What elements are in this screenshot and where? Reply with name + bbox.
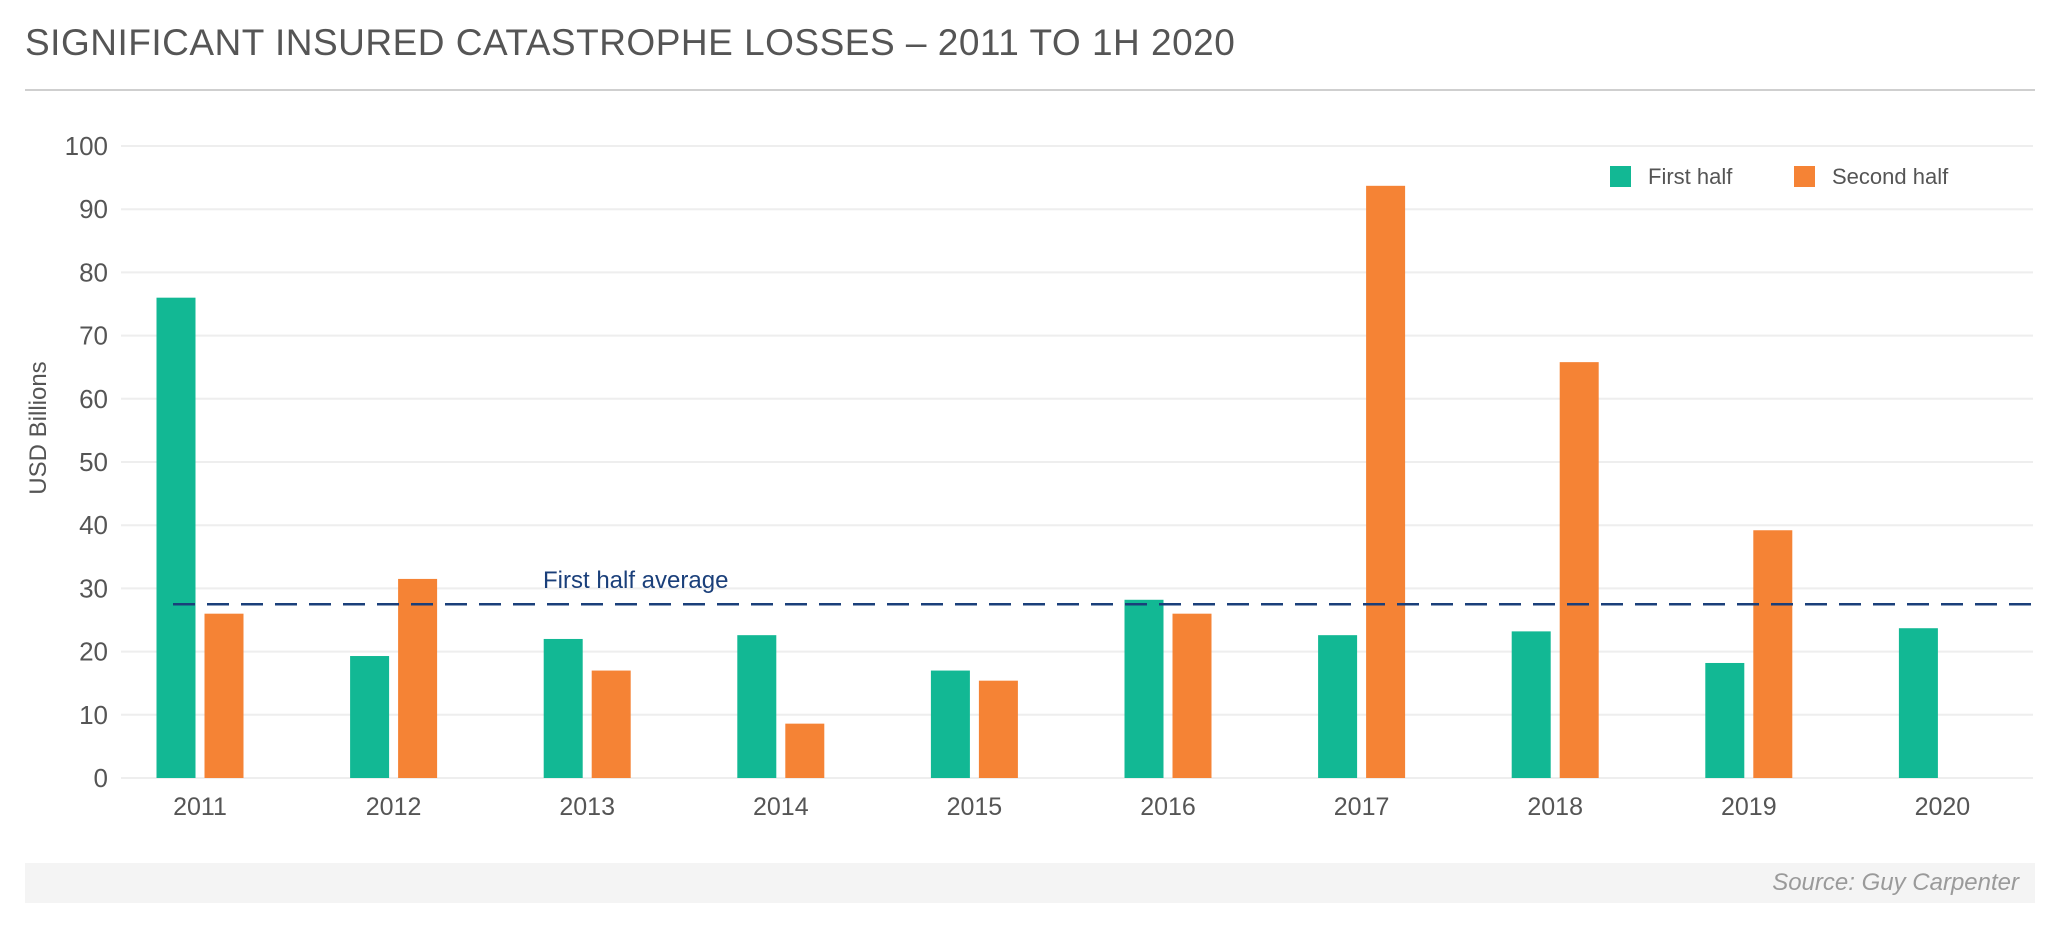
x-tick-label: 2011 bbox=[173, 793, 227, 821]
y-tick-label: 70 bbox=[79, 321, 108, 351]
source-note: Source: Guy Carpenter bbox=[1772, 869, 2019, 896]
x-tick-label: 2019 bbox=[1721, 793, 1777, 821]
x-tick-label: 2016 bbox=[1140, 793, 1196, 821]
legend-swatch-second-half bbox=[1794, 166, 1815, 187]
y-tick-label: 90 bbox=[79, 194, 108, 224]
bar-second-half bbox=[204, 613, 244, 778]
y-axis-label: USD Billions bbox=[25, 361, 52, 494]
bar-first-half bbox=[156, 297, 196, 778]
x-tick-label: 2015 bbox=[947, 793, 1003, 821]
x-tick-label: 2017 bbox=[1334, 793, 1390, 821]
chart-title: SIGNIFICANT INSURED CATASTROPHE LOSSES –… bbox=[25, 22, 1236, 63]
average-line-label: First half average bbox=[543, 567, 728, 594]
title-divider bbox=[25, 89, 2035, 91]
bar-second-half bbox=[785, 723, 825, 778]
y-tick-label: 30 bbox=[79, 573, 108, 603]
bar-first-half bbox=[350, 656, 390, 778]
y-tick-label: 50 bbox=[79, 447, 108, 477]
x-tick-label: 2018 bbox=[1527, 793, 1583, 821]
y-tick-label: 0 bbox=[94, 763, 108, 793]
bar-first-half bbox=[1124, 599, 1164, 778]
legend-label: Second half bbox=[1832, 164, 1949, 189]
y-tick-label: 20 bbox=[79, 637, 108, 667]
footer-band: Source: Guy Carpenter bbox=[25, 863, 2035, 903]
bar-first-half bbox=[930, 670, 970, 778]
x-tick-label: 2014 bbox=[753, 793, 809, 821]
bar-second-half bbox=[398, 578, 438, 778]
x-tick-label: 2012 bbox=[366, 793, 422, 821]
legend-swatch-first-half bbox=[1610, 166, 1631, 187]
x-tick-label: 2020 bbox=[1915, 793, 1971, 821]
bar-second-half bbox=[591, 670, 631, 778]
bar-first-half bbox=[737, 635, 777, 778]
bar-first-half bbox=[1898, 628, 1938, 778]
bar-first-half bbox=[1318, 635, 1358, 778]
y-tick-label: 100 bbox=[65, 131, 108, 161]
bar-second-half bbox=[1559, 362, 1599, 778]
bar-chart: 0 10 20 30 40 50 60 70 80 90 100 USD Billions 2011 20… bbox=[25, 131, 2033, 821]
y-tick-label: 60 bbox=[79, 384, 108, 414]
x-tick-label: 2013 bbox=[559, 793, 615, 821]
bar-first-half bbox=[543, 638, 583, 778]
y-tick-label: 40 bbox=[79, 510, 108, 540]
bar-second-half bbox=[978, 680, 1018, 778]
y-tick-label: 10 bbox=[79, 700, 108, 730]
bar-second-half bbox=[1172, 613, 1212, 778]
bar-second-half bbox=[1366, 185, 1406, 779]
bar-first-half bbox=[1511, 631, 1551, 778]
legend-label: First half bbox=[1648, 164, 1733, 189]
bar-second-half bbox=[1753, 530, 1793, 778]
y-tick-label: 80 bbox=[79, 257, 108, 287]
bar-first-half bbox=[1705, 662, 1745, 778]
